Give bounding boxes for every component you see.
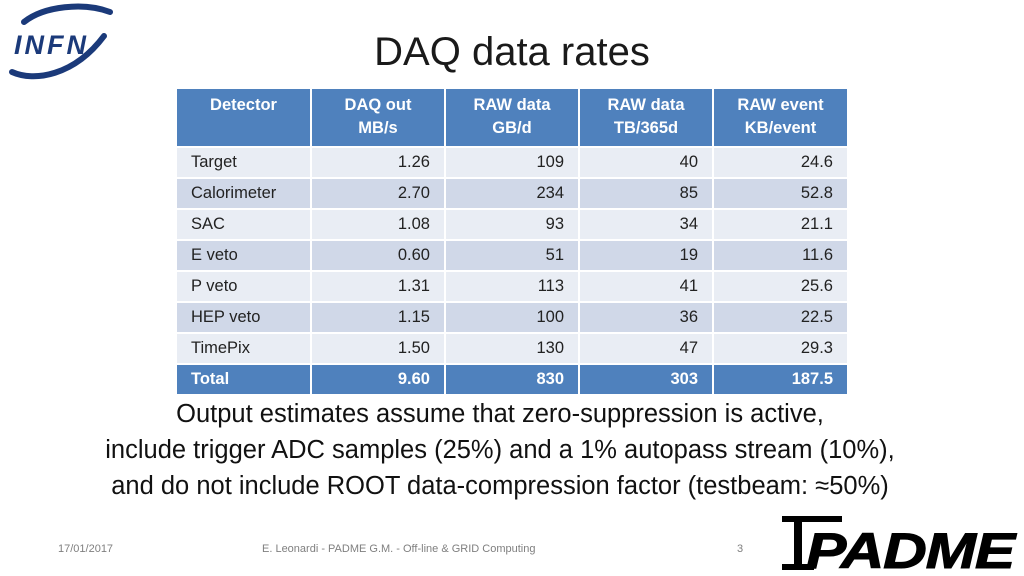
cell-raw-tb: 85 <box>579 177 714 209</box>
cell-raw-gbd: 234 <box>445 177 580 209</box>
cell-raw-gbd: 100 <box>445 301 580 333</box>
cell-detector: Target <box>177 146 312 178</box>
slide-title: DAQ data rates <box>374 30 650 74</box>
infn-logo: INFN <box>9 3 113 80</box>
cell-daq-out: 0.60 <box>311 239 446 271</box>
data-rates-table: Detector DAQ out MB/s RAW data GB/d RAW da… <box>177 89 847 394</box>
cell-total-raw-gbd: 830 <box>445 363 580 394</box>
cell-raw-gbd: 130 <box>445 332 580 364</box>
cell-raw-gbd: 113 <box>445 270 580 302</box>
cell-raw-event: 11.6 <box>713 239 847 271</box>
page-number: 3 <box>737 543 744 555</box>
cell-detector: HEP veto <box>177 301 312 333</box>
cell-detector: E veto <box>177 239 312 271</box>
table-total-row: Total 9.60 830 303 187.5 <box>177 363 847 394</box>
table-row: HEP veto 1.15 100 36 22.5 <box>177 301 847 333</box>
cell-raw-tb: 41 <box>579 270 714 302</box>
cell-total-raw-tb: 303 <box>579 363 714 394</box>
cell-daq-out: 1.31 <box>311 270 446 302</box>
cell-daq-out: 1.08 <box>311 208 446 240</box>
cell-raw-tb: 40 <box>579 146 714 178</box>
cell-detector: TimePix <box>177 332 312 364</box>
cell-raw-event: 52.8 <box>713 177 847 209</box>
infn-logo-text: INFN <box>14 30 89 60</box>
cell-daq-out: 2.70 <box>311 177 446 209</box>
table-row: Calorimeter 2.70 234 85 52.8 <box>177 177 847 209</box>
table-row: E veto 0.60 51 19 11.6 <box>177 239 847 271</box>
note-line: Output estimates assume that zero-suppre… <box>176 400 824 428</box>
cell-total-daq-out: 9.60 <box>311 363 446 394</box>
cell-detector: Calorimeter <box>177 177 312 209</box>
cell-total-raw-event: 187.5 <box>713 363 847 394</box>
cell-raw-event: 25.6 <box>713 270 847 302</box>
cell-daq-out: 1.15 <box>311 301 446 333</box>
cell-raw-event: 22.5 <box>713 301 847 333</box>
cell-daq-out: 1.26 <box>311 146 446 178</box>
header-daq-out: DAQ out MB/s <box>311 89 446 147</box>
table-row: SAC 1.08 93 34 21.1 <box>177 208 847 240</box>
header-detector: Detector <box>177 89 312 147</box>
cell-total-label: Total <box>177 363 312 394</box>
cell-daq-out: 1.50 <box>311 332 446 364</box>
note-line: include trigger ADC samples (25%) and a … <box>105 436 895 464</box>
note-line: and do not include ROOT data-compression… <box>111 472 889 500</box>
cell-raw-tb: 34 <box>579 208 714 240</box>
cell-detector: P veto <box>177 270 312 302</box>
footer-date: 17/01/2017 <box>58 543 114 555</box>
cell-raw-event: 29.3 <box>713 332 847 364</box>
header-raw-data-tb: RAW data TB/365d <box>579 89 714 147</box>
table-row: P veto 1.31 113 41 25.6 <box>177 270 847 302</box>
padme-logo-text: PADME <box>806 523 1017 574</box>
header-raw-data-gbd: RAW data GB/d <box>445 89 580 147</box>
cell-raw-gbd: 51 <box>445 239 580 271</box>
footer-author: E. Leonardi - PADME G.M. - Off-line & GR… <box>262 543 536 555</box>
cell-raw-event: 24.6 <box>713 146 847 178</box>
cell-raw-tb: 36 <box>579 301 714 333</box>
padme-logo: PADME <box>782 516 1019 574</box>
table-header-row: Detector DAQ out MB/s RAW data GB/d RAW da… <box>177 89 847 147</box>
cell-raw-gbd: 93 <box>445 208 580 240</box>
cell-raw-tb: 19 <box>579 239 714 271</box>
table-row: Target 1.26 109 40 24.6 <box>177 146 847 178</box>
cell-raw-event: 21.1 <box>713 208 847 240</box>
estimate-note: Output estimates assume that zero-suppre… <box>0 396 1000 504</box>
cell-raw-tb: 47 <box>579 332 714 364</box>
header-raw-event: RAW event KB/event <box>713 89 847 147</box>
cell-detector: SAC <box>177 208 312 240</box>
table-row: TimePix 1.50 130 47 29.3 <box>177 332 847 364</box>
cell-raw-gbd: 109 <box>445 146 580 178</box>
